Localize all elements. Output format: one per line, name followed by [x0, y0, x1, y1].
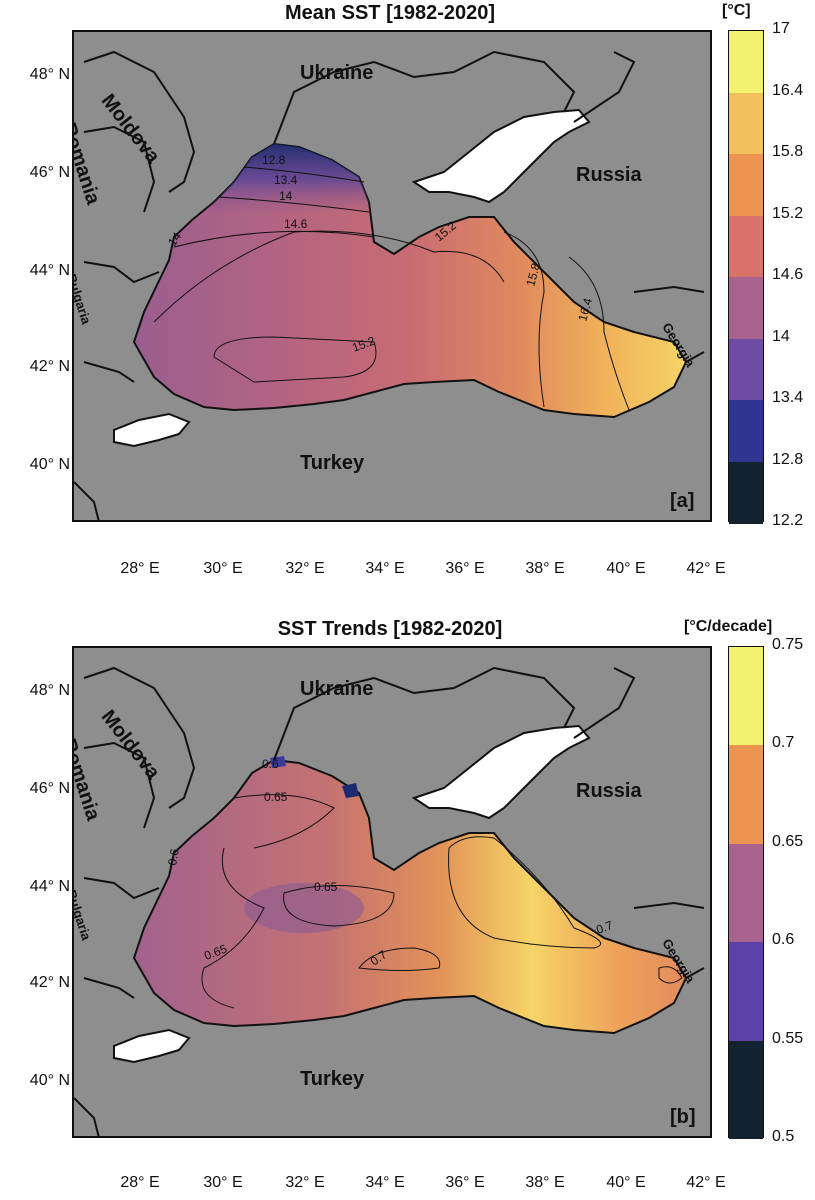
panel-b-map: 0.65 0.65 0.65 0.7 0.7 0.6 0.6 Ukraine M… [72, 646, 712, 1138]
country-ukraine-a: Ukraine [300, 62, 374, 84]
lon-label-b-28: 28° E [120, 1174, 160, 1191]
country-russia-a: Russia [576, 164, 642, 186]
contour-label-b-5: 0.6 [262, 757, 279, 771]
lat-label-a-48: 48° N [29, 66, 70, 83]
colorbar-tick-label: 13.4 [772, 389, 804, 406]
colorbar-segment [729, 92, 763, 155]
lon-label-b-38: 38° E [525, 1174, 565, 1191]
colorbar-segment [729, 338, 763, 401]
contour-label-b-1: 0.65 [314, 880, 338, 894]
contour-label-a-6: 15.8 [523, 261, 543, 287]
lon-label-b-32: 32° E [285, 1174, 325, 1191]
country-turkey-b: Turkey [300, 1068, 365, 1090]
lat-label-b-46: 46° N [29, 780, 70, 797]
colorbar-b [728, 646, 764, 1140]
colorbar-segment [729, 1040, 763, 1140]
colorbar-segment [729, 31, 763, 93]
panel-a-title: Mean SST [1982-2020] [284, 2, 496, 24]
black-sea-b [132, 758, 688, 1035]
lon-label-a-34: 34° E [365, 560, 405, 577]
lon-label-b-34: 34° E [365, 1174, 405, 1191]
colorbar-a-unit: [°C] [722, 2, 751, 19]
colorbar-tick-label: 12.8 [772, 450, 804, 468]
panel-b-map-svg: 0.65 0.65 0.65 0.7 0.7 0.6 0.6 [74, 666, 705, 1136]
lon-label-b-30: 30° E [203, 1174, 243, 1191]
colorbar-tick-label: 14 [772, 327, 790, 345]
lat-label-a-42: 42° N [29, 358, 70, 375]
colorbar-segment [729, 400, 763, 462]
colorbar-segment [729, 843, 763, 943]
lon-label-a-30: 30° E [203, 560, 243, 577]
lat-label-a-40: 40° N [29, 456, 70, 473]
lat-label-a-44: 44° N [29, 262, 70, 279]
north-west-shelf-a [134, 144, 374, 342]
contour-label-a-7: 16.4 [575, 296, 595, 322]
colorbar-segment [729, 154, 763, 216]
borders-a [74, 50, 705, 520]
panel-letter-a: [a] [670, 490, 695, 512]
country-ukraine-b: Ukraine [300, 678, 374, 700]
lon-label-a-28: 28° E [120, 560, 160, 577]
contour-label-a-2: 14 [279, 189, 293, 203]
colorbar-tick-label: 0.7 [772, 734, 795, 752]
country-russia-b: Russia [576, 780, 642, 802]
colorbar-tick-label: 12.2 [772, 512, 804, 529]
lon-label-b-36: 36° E [445, 1174, 485, 1191]
panel-letter-b: [b] [670, 1106, 696, 1128]
colorbar-a [728, 30, 764, 524]
country-turkey-a: Turkey [300, 452, 365, 474]
colorbar-tick-label: 17 [772, 20, 790, 37]
contour-label-b-0: 0.65 [264, 790, 288, 804]
colorbar-segment [729, 461, 763, 524]
colorbar-segment [729, 215, 763, 278]
lon-label-a-38: 38° E [525, 560, 565, 577]
colorbar-tick-label: 0.5 [772, 1128, 795, 1145]
colorbar-tick-label: 15.8 [772, 143, 804, 160]
colorbar-tick-label: 16.4 [772, 81, 804, 99]
colorbar-segment [729, 942, 763, 1042]
contour-label-a-1: 13.4 [274, 173, 298, 187]
sea-of-marmara-b [113, 1028, 191, 1064]
sea-of-marmara-a [113, 412, 191, 448]
lon-label-a-40: 40° E [606, 560, 646, 577]
borders-b [74, 666, 705, 1136]
colorbar-tick-label: 14.6 [772, 266, 804, 283]
panel-a-map-svg: 12.8 13.4 14 14 14.6 15.2 15.8 16.4 15.2 [74, 50, 705, 520]
lat-label-b-40: 40° N [29, 1072, 70, 1089]
lon-label-b-40: 40° E [606, 1174, 646, 1191]
colorbar-segment [729, 277, 763, 339]
lon-label-b-42: 42° E [686, 1174, 726, 1191]
sea-of-azov-a [411, 108, 591, 204]
lon-label-a-36: 36° E [445, 560, 485, 577]
colorbar-tick-label: 15.2 [772, 204, 804, 222]
lat-label-a-46: 46° N [29, 164, 70, 181]
panel-a-map: 12.8 13.4 14 14 14.6 15.2 15.8 16.4 15.2… [72, 30, 712, 522]
panel-b-title: SST Trends [1982-2020] [277, 618, 503, 640]
lat-label-b-48: 48° N [29, 682, 70, 699]
colorbar-b-unit: [°C/decade] [684, 618, 773, 635]
colorbar-tick-label: 0.6 [772, 931, 795, 949]
colorbar-segment [729, 647, 763, 746]
colorbar-tick-label: 0.75 [772, 636, 804, 653]
lon-label-a-42: 42° E [686, 560, 726, 577]
contour-label-b-4: 0.7 [594, 918, 615, 937]
colorbar-tick-label: 0.65 [772, 832, 804, 850]
lat-label-b-42: 42° N [29, 974, 70, 991]
lat-label-b-44: 44° N [29, 878, 70, 895]
colorbar-tick-label: 0.55 [772, 1029, 804, 1047]
contour-label-a-4: 14.6 [284, 217, 308, 231]
colorbar-segment [729, 745, 763, 845]
sea-of-azov-b [411, 724, 591, 820]
contour-label-b-6: 0.6 [165, 847, 182, 866]
lon-label-a-32: 32° E [285, 560, 325, 577]
contour-label-a-0: 12.8 [262, 153, 286, 167]
